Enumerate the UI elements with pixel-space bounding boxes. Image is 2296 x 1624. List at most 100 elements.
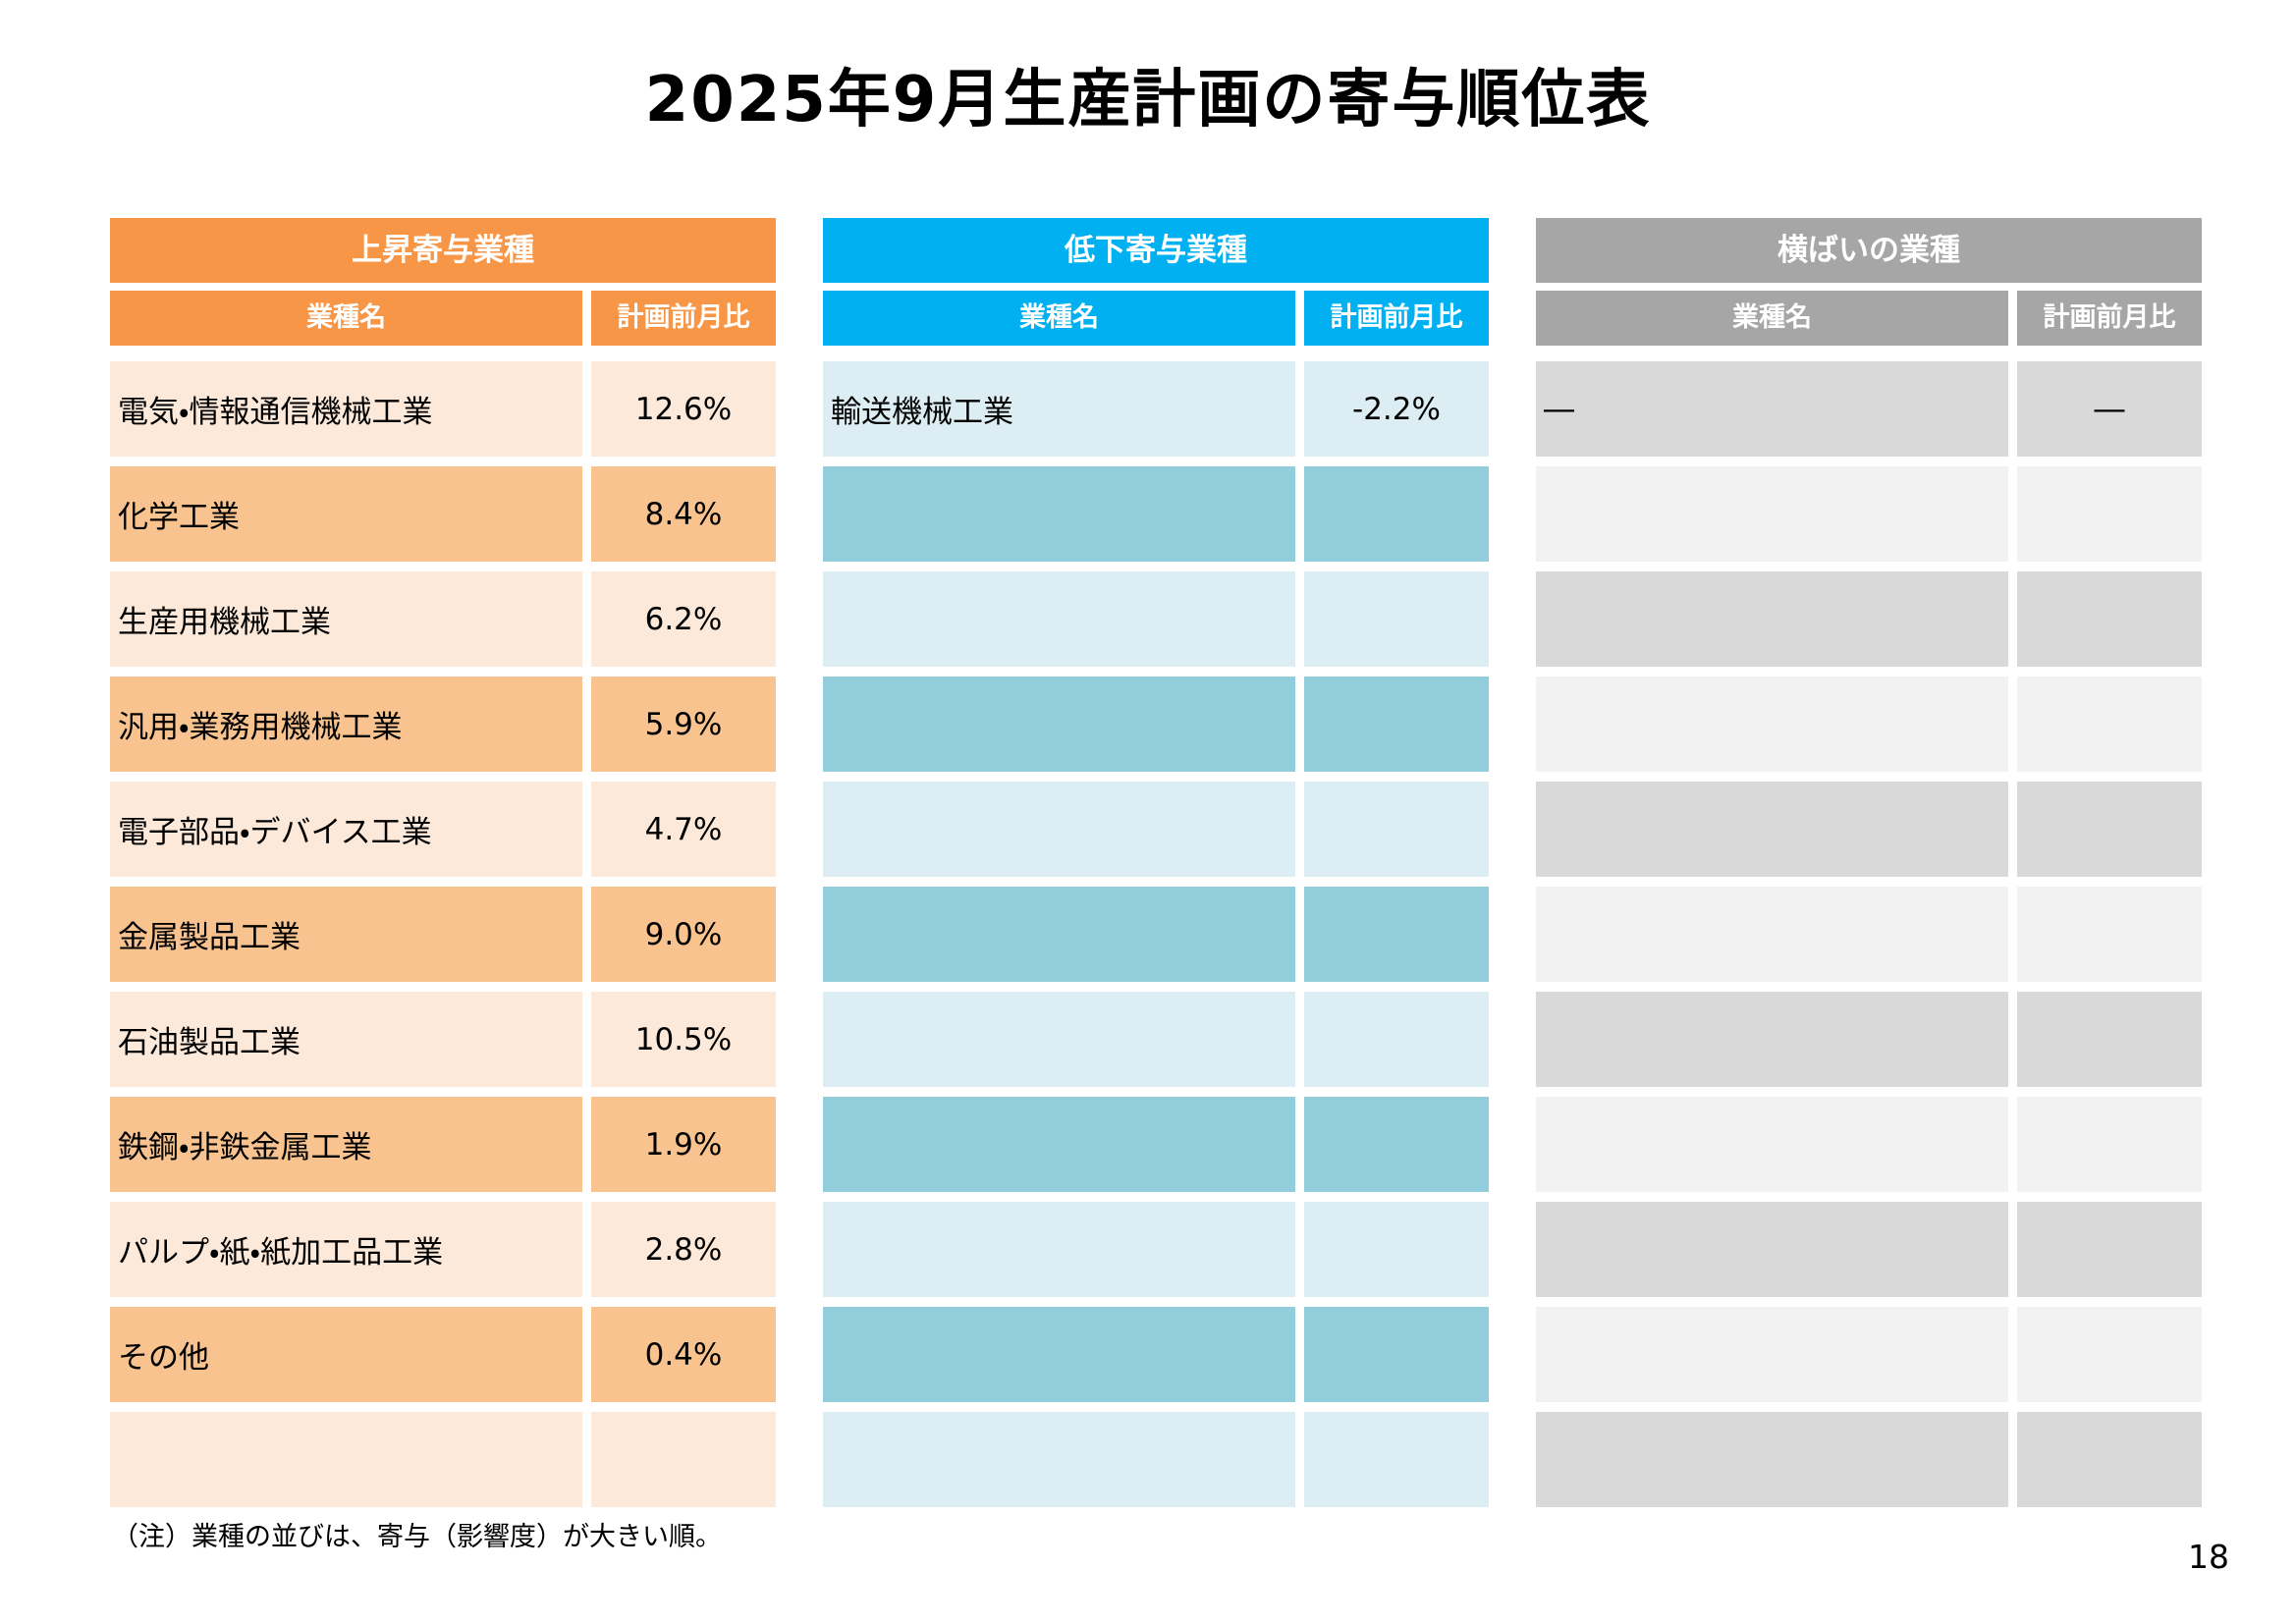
plan-mom-value-cell bbox=[1304, 571, 1489, 667]
column-header-row: 業種名 計画前月比 bbox=[823, 291, 1489, 346]
industry-name-cell bbox=[1536, 887, 2008, 982]
industry-name-cell: 石油製品工業 bbox=[110, 992, 582, 1087]
plan-mom-value-cell bbox=[1304, 887, 1489, 982]
industry-name-cell: 化学工業 bbox=[110, 466, 582, 562]
table-row bbox=[1536, 992, 2202, 1087]
plan-mom-value-cell bbox=[1304, 1097, 1489, 1192]
table-row: パルプ・紙・紙加工品工業 2.8% bbox=[110, 1202, 776, 1297]
industry-name-cell: その他 bbox=[110, 1307, 582, 1402]
column-header-row: 業種名 計画前月比 bbox=[110, 291, 776, 346]
industry-name-cell bbox=[823, 466, 1295, 562]
plan-mom-value-cell bbox=[1304, 1412, 1489, 1507]
plan-mom-value-cell bbox=[2017, 1202, 2202, 1297]
plan-mom-value-cell bbox=[2017, 571, 2202, 667]
industry-name-cell: 電子部品・デバイス工業 bbox=[110, 782, 582, 877]
page-title: 2025年9月生産計画の寄与順位表 bbox=[644, 64, 1652, 136]
table-row bbox=[823, 1412, 1489, 1507]
table-row: 生産用機械工業 6.2% bbox=[110, 571, 776, 667]
plan-mom-column-header: 計画前月比 bbox=[2017, 291, 2202, 346]
plan-mom-value-cell bbox=[2017, 887, 2202, 982]
industry-name-cell bbox=[823, 1412, 1295, 1507]
industry-name-cell bbox=[1536, 782, 2008, 877]
table-row bbox=[1536, 1412, 2202, 1507]
table-row: 石油製品工業 10.5% bbox=[110, 992, 776, 1087]
flat-industries-table: 横ばいの業種 業種名 計画前月比 ― ― bbox=[1536, 218, 2202, 1517]
plan-mom-value-cell bbox=[2017, 677, 2202, 772]
industry-name-cell bbox=[1536, 677, 2008, 772]
table-row bbox=[1536, 1307, 2202, 1402]
plan-mom-value-cell bbox=[2017, 1307, 2202, 1402]
plan-mom-value-cell bbox=[1304, 1307, 1489, 1402]
table-row: 電子部品・デバイス工業 4.7% bbox=[110, 782, 776, 877]
plan-mom-value-cell bbox=[1304, 1202, 1489, 1297]
plan-mom-value-cell bbox=[1304, 466, 1489, 562]
industry-name-column-header: 業種名 bbox=[1536, 291, 2008, 346]
table-row: ― ― bbox=[1536, 361, 2202, 457]
plan-mom-value-cell: 5.9% bbox=[591, 677, 776, 772]
table-row: 化学工業 8.4% bbox=[110, 466, 776, 562]
industry-name-cell: パルプ・紙・紙加工品工業 bbox=[110, 1202, 582, 1297]
plan-mom-value-cell: 1.9% bbox=[591, 1097, 776, 1192]
plan-mom-value-cell: 12.6% bbox=[591, 361, 776, 457]
industry-name-cell bbox=[823, 887, 1295, 982]
industry-name-cell: 生産用機械工業 bbox=[110, 571, 582, 667]
industry-name-cell bbox=[823, 992, 1295, 1087]
table-row bbox=[1536, 466, 2202, 562]
industry-name-cell: 汎用・業務用機械工業 bbox=[110, 677, 582, 772]
table-row bbox=[823, 1202, 1489, 1297]
table-row bbox=[823, 1307, 1489, 1402]
plan-mom-value-cell: -2.2% bbox=[1304, 361, 1489, 457]
table-row bbox=[823, 571, 1489, 667]
table-body: 電気・情報通信機械工業 12.6% 化学工業 8.4% 生産用機械工業 6.2%… bbox=[110, 361, 776, 1507]
plan-mom-value-cell: 6.2% bbox=[591, 571, 776, 667]
table-row: 鉄鋼・非鉄金属工業 1.9% bbox=[110, 1097, 776, 1192]
table-row bbox=[110, 1412, 776, 1507]
table-row bbox=[823, 887, 1489, 982]
page-number: 18 bbox=[2188, 1538, 2229, 1576]
plan-mom-value-cell: 10.5% bbox=[591, 992, 776, 1087]
industry-name-cell bbox=[1536, 1202, 2008, 1297]
industry-name-cell bbox=[1536, 571, 2008, 667]
plan-mom-value-cell bbox=[2017, 1097, 2202, 1192]
table-row bbox=[823, 677, 1489, 772]
plan-mom-column-header: 計画前月比 bbox=[1304, 291, 1489, 346]
plan-mom-value-cell bbox=[2017, 466, 2202, 562]
table-row bbox=[1536, 782, 2202, 877]
table-row bbox=[1536, 571, 2202, 667]
table-body: ― ― bbox=[1536, 361, 2202, 1507]
table-body: 輸送機械工業 -2.2% bbox=[823, 361, 1489, 1507]
table-row bbox=[1536, 887, 2202, 982]
industry-name-column-header: 業種名 bbox=[110, 291, 582, 346]
plan-mom-value-cell: 4.7% bbox=[591, 782, 776, 877]
declining-contribution-table: 低下寄与業種 業種名 計画前月比 輸送機械工業 -2.2% bbox=[823, 218, 1489, 1517]
industry-name-cell bbox=[1536, 1307, 2008, 1402]
industry-name-cell: 金属製品工業 bbox=[110, 887, 582, 982]
table-row bbox=[823, 992, 1489, 1087]
rising-contribution-table: 上昇寄与業種 業種名 計画前月比 電気・情報通信機械工業 12.6% 化学工業 … bbox=[110, 218, 776, 1517]
industry-name-cell bbox=[1536, 1097, 2008, 1192]
table-row: 金属製品工業 9.0% bbox=[110, 887, 776, 982]
plan-mom-value-cell bbox=[2017, 992, 2202, 1087]
plan-mom-value-cell bbox=[591, 1412, 776, 1507]
footnote: （注）業種の並びは、寄与（影響度）が大きい順。 bbox=[112, 1522, 722, 1552]
table-title: 低下寄与業種 bbox=[823, 218, 1489, 283]
industry-name-cell bbox=[823, 1097, 1295, 1192]
plan-mom-value-cell bbox=[2017, 1412, 2202, 1507]
plan-mom-value-cell bbox=[1304, 992, 1489, 1087]
industry-name-cell bbox=[823, 782, 1295, 877]
industry-name-cell bbox=[823, 1202, 1295, 1297]
industry-name-column-header: 業種名 bbox=[823, 291, 1295, 346]
industry-name-cell: 電気・情報通信機械工業 bbox=[110, 361, 582, 457]
plan-mom-value-cell: 0.4% bbox=[591, 1307, 776, 1402]
industry-name-cell: 鉄鋼・非鉄金属工業 bbox=[110, 1097, 582, 1192]
industry-name-cell: ― bbox=[1536, 361, 2008, 457]
industry-name-cell bbox=[1536, 992, 2008, 1087]
industry-name-cell bbox=[823, 1307, 1295, 1402]
table-row bbox=[1536, 677, 2202, 772]
table-row: 輸送機械工業 -2.2% bbox=[823, 361, 1489, 457]
tables-container: 上昇寄与業種 業種名 計画前月比 電気・情報通信機械工業 12.6% 化学工業 … bbox=[110, 218, 2202, 1517]
industry-name-cell bbox=[823, 677, 1295, 772]
table-row bbox=[1536, 1097, 2202, 1192]
table-row bbox=[823, 1097, 1489, 1192]
